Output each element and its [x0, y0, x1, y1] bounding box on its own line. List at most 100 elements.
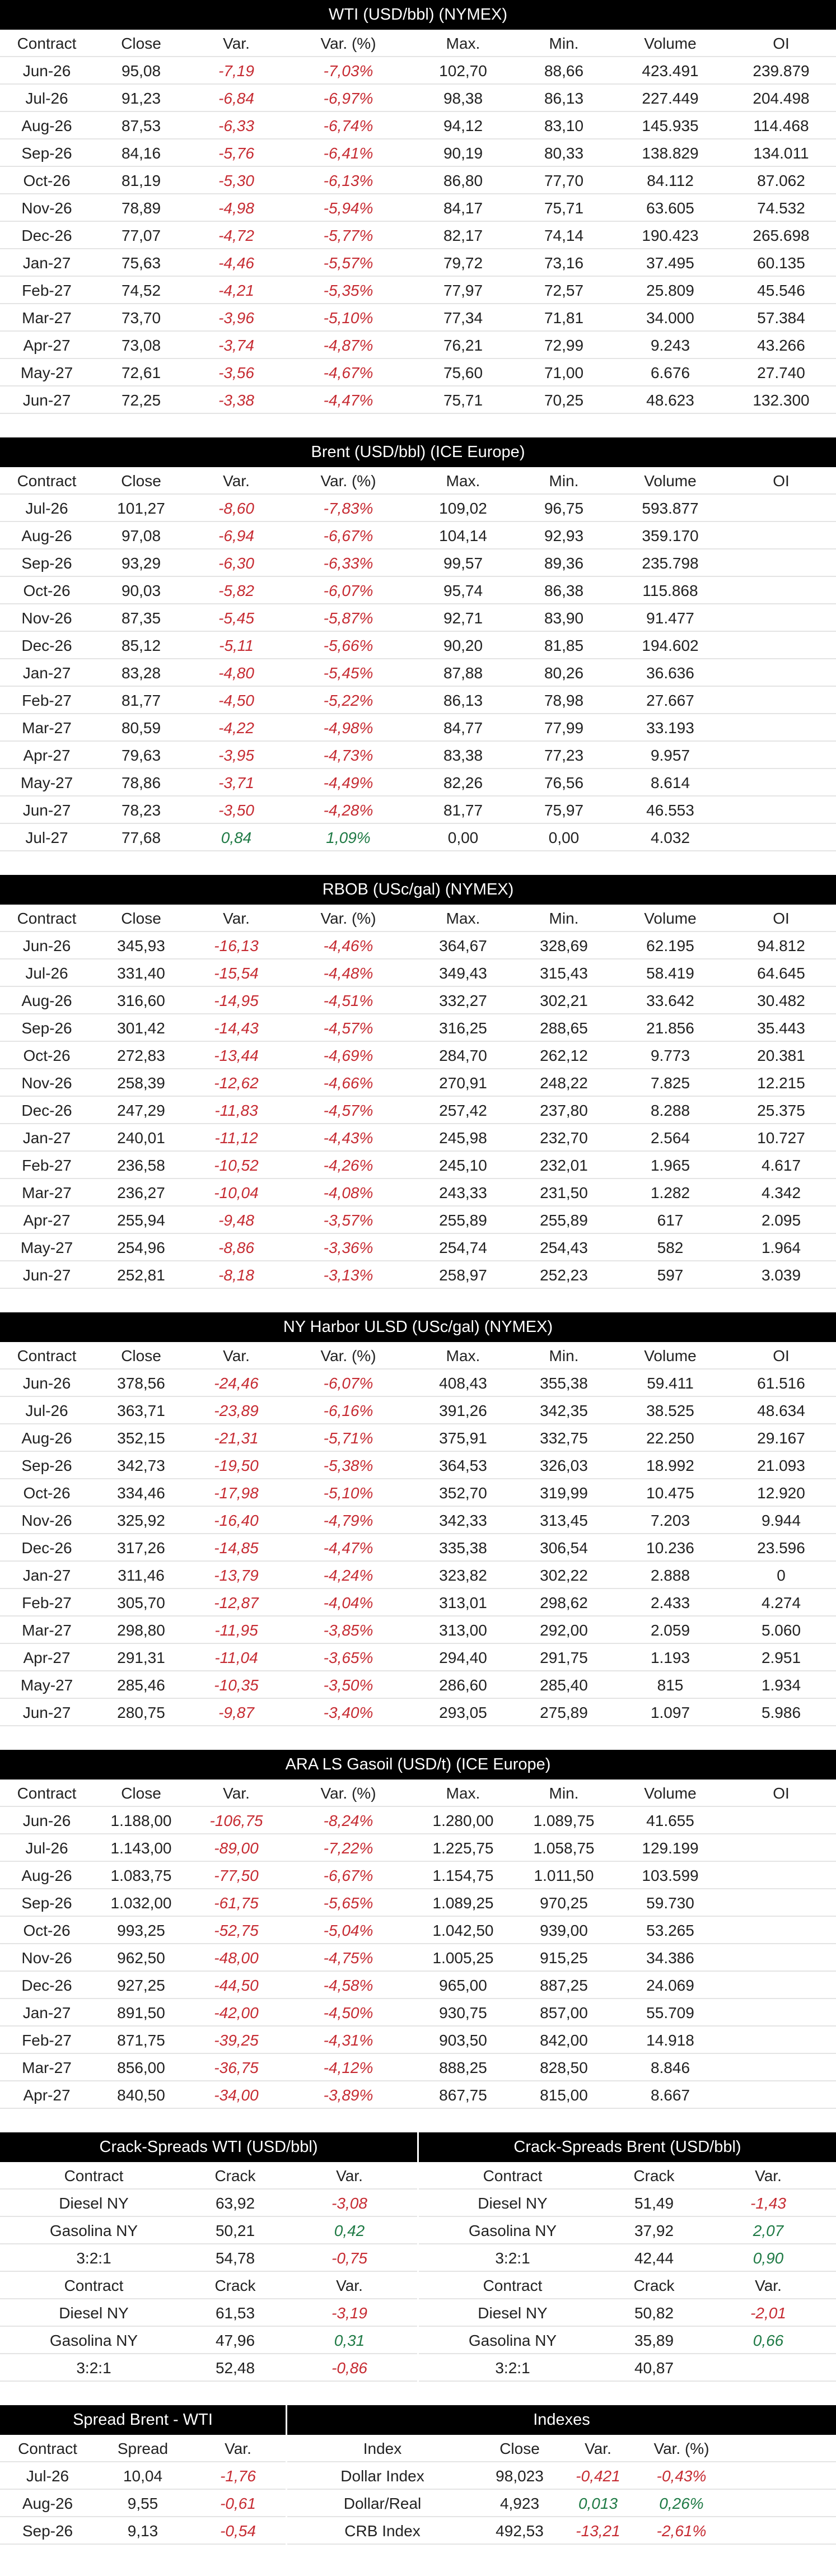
- column-header: OI: [773, 910, 790, 927]
- table-cell: 993,25: [117, 1922, 165, 1939]
- table-cell: -5,66%: [323, 637, 373, 654]
- crack-spreads: Crack-Spreads WTI (USD/bbl) Contract Crack…: [0, 2132, 836, 2382]
- table-cell: -6,94: [218, 527, 254, 544]
- table-cell: 332,75: [540, 1429, 588, 1447]
- table-cell: 313,45: [540, 1512, 588, 1529]
- column-header: Max.: [446, 472, 480, 490]
- table-cell: [726, 1944, 836, 1971]
- table-cell: 25.375: [757, 1102, 805, 1119]
- table-cell: 103.599: [642, 1867, 699, 1884]
- table-row: Sep-26 342,73 -19,50 -5,38% 364,53 326,03 18.9…: [0, 1452, 836, 1479]
- table-cell: -8,24%: [323, 1812, 373, 1829]
- table-cell: 88,66: [544, 62, 584, 80]
- table-cell: 1,09%: [326, 829, 371, 846]
- table-cell: 12.215: [757, 1074, 805, 1092]
- table-cell: 115.868: [642, 582, 698, 599]
- table-row: Apr-27 73,08 -3,74 -4,87% 76,21 72,99 9.243 43.…: [0, 332, 836, 359]
- table-cell: 887,25: [540, 1977, 588, 1994]
- table-cell: [726, 632, 836, 658]
- table-cell: 114.468: [753, 117, 809, 134]
- table-cell: -4,98%: [323, 719, 373, 737]
- table-cell: -3,08: [331, 2195, 367, 2212]
- section-gap: [0, 2109, 836, 2132]
- table-cell: -4,58%: [323, 1977, 373, 1994]
- column-header-row: Index Close Var. Var. (%): [287, 2435, 836, 2462]
- table-cell: Feb-27: [22, 1157, 72, 1174]
- table-cell: 857,00: [540, 2004, 588, 2021]
- table-cell: 270,91: [439, 1074, 487, 1092]
- table-cell: 0: [777, 1567, 786, 1584]
- table-cell: 52,48: [215, 2359, 255, 2377]
- table-cell: 0,00: [548, 829, 580, 846]
- table-cell: Gasolina NY: [468, 2332, 557, 2349]
- table-cell: Jul-26: [25, 1839, 68, 1857]
- table-cell: Feb-27: [22, 1594, 72, 1611]
- table-cell: 38.525: [646, 1402, 694, 1419]
- table-cell: 76,21: [443, 337, 483, 354]
- column-header-row: Contract Crack Var.: [0, 2162, 417, 2190]
- table-cell: Diesel NY: [59, 2195, 129, 2212]
- table-cell: 83,10: [544, 117, 584, 134]
- table-cell: 492,53: [496, 2522, 544, 2540]
- table-cell: 888,25: [439, 2059, 487, 2076]
- table-cell: -6,33: [218, 117, 254, 134]
- table-cell: Apr-27: [23, 2086, 71, 2104]
- table-cell: 55.709: [646, 2004, 694, 2021]
- table-cell: [726, 2027, 836, 2053]
- table-cell: Gasolina NY: [49, 2222, 138, 2239]
- table-cell: -4,75%: [323, 1949, 373, 1967]
- table-cell: Jul-26: [25, 90, 68, 107]
- table-cell: 92,71: [443, 609, 483, 627]
- table-cell: 231,50: [540, 1184, 588, 1201]
- table-row: Aug-26 352,15 -21,31 -5,71% 375,91 332,75 22.2…: [0, 1424, 836, 1452]
- table-row: May-27 285,46 -10,35 -3,50% 286,60 285,40 815 1…: [0, 1671, 836, 1699]
- panel-title: Indexes: [287, 2405, 836, 2435]
- table-cell: -3,85%: [323, 1622, 373, 1639]
- column-header-row: Contract Close Var. Var. (%) Max. Min. Volume O…: [0, 1342, 836, 1369]
- table-cell: 326,03: [540, 1457, 588, 1474]
- table-cell: Dec-26: [21, 1539, 72, 1557]
- table-cell: 84,16: [121, 145, 161, 162]
- table-cell: 83,28: [121, 664, 161, 682]
- table-cell: -4,66%: [323, 1074, 373, 1092]
- table-cell: 237,80: [540, 1102, 588, 1119]
- table-cell: 73,16: [544, 254, 584, 272]
- table-row: Apr-27 291,31 -11,04 -3,65% 294,40 291,75 1.19…: [0, 1644, 836, 1671]
- table-cell: Jul-26: [25, 1402, 68, 1419]
- table-cell: 3.039: [761, 1266, 801, 1284]
- table-title: RBOB (USc/gal) (NYMEX): [0, 875, 836, 905]
- table-cell: -13,21: [576, 2522, 620, 2540]
- table-cell: 84.112: [647, 172, 694, 189]
- column-header: Contract: [17, 1347, 77, 1364]
- table-cell: 856,00: [117, 2059, 165, 2076]
- table-cell: May-27: [20, 1676, 73, 1694]
- table-cell: 134.011: [753, 145, 809, 162]
- table-row: Jul-26 363,71 -23,89 -6,16% 391,26 342,35 38.5…: [0, 1397, 836, 1424]
- table-cell: -4,51%: [323, 992, 373, 1009]
- table-cell: Dec-26: [21, 637, 72, 654]
- table-cell: 10.475: [646, 1484, 694, 1502]
- table-cell: 78,98: [544, 692, 584, 709]
- table-cell: 54,78: [215, 2249, 255, 2267]
- table-cell: -2,01: [750, 2304, 786, 2322]
- table-cell: 79,72: [443, 254, 483, 272]
- table-cell: [726, 1999, 836, 2025]
- table-cell: -11,12: [214, 1129, 258, 1147]
- table-cell: 78,89: [121, 199, 161, 217]
- panel-title: Crack-Spreads Brent (USD/bbl): [419, 2132, 836, 2162]
- table-cell: [726, 577, 836, 603]
- table-cell: 3:2:1: [495, 2249, 530, 2267]
- column-header: Var.: [223, 472, 250, 490]
- table-cell: -6,74%: [323, 117, 373, 134]
- table-cell: 363,71: [117, 1402, 165, 1419]
- table-cell: 313,00: [439, 1622, 487, 1639]
- table-cell: 235.798: [642, 555, 699, 572]
- table-cell: 930,75: [439, 2004, 487, 2021]
- futures-table: ARA LS Gasoil (USD/t) (ICE Europe) Contra…: [0, 1750, 836, 2109]
- table-cell: 36.636: [646, 664, 694, 682]
- table-cell: 1.965: [650, 1157, 690, 1174]
- column-header: Volume: [644, 472, 697, 490]
- table-cell: [726, 495, 836, 521]
- table-row: Oct-26 334,46 -17,98 -5,10% 352,70 319,99 10.4…: [0, 1479, 836, 1507]
- column-header: OI: [773, 1347, 790, 1364]
